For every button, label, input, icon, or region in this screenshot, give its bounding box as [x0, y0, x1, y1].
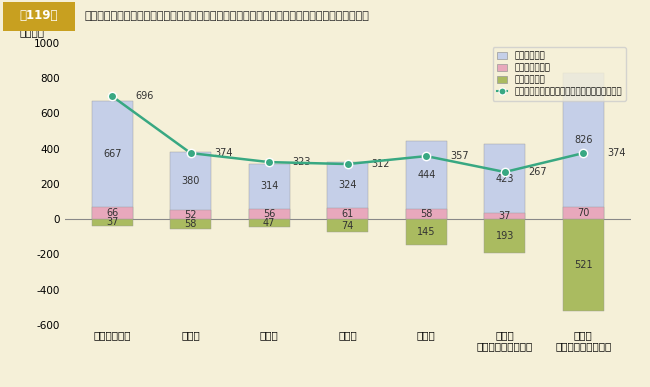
- Text: 52: 52: [185, 209, 197, 219]
- Text: 374: 374: [214, 148, 233, 158]
- Text: 696: 696: [136, 91, 154, 101]
- Text: 74: 74: [341, 221, 354, 231]
- Text: 380: 380: [181, 176, 200, 186]
- Bar: [563, 219, 604, 311]
- Text: 56: 56: [263, 209, 276, 219]
- Bar: [92, 101, 133, 219]
- Bar: [249, 209, 290, 219]
- Text: 61: 61: [342, 209, 354, 219]
- Bar: [170, 152, 211, 219]
- FancyBboxPatch shape: [3, 2, 75, 31]
- Text: 66: 66: [106, 208, 118, 218]
- Bar: [406, 209, 447, 219]
- Bar: [249, 219, 290, 228]
- Bar: [484, 219, 525, 253]
- Text: 312: 312: [371, 159, 390, 169]
- Text: 357: 357: [450, 151, 469, 161]
- Text: 70: 70: [577, 208, 590, 218]
- Text: 37: 37: [499, 211, 511, 221]
- Bar: [92, 219, 133, 226]
- Text: 423: 423: [495, 173, 514, 183]
- Text: 667: 667: [103, 149, 122, 159]
- Bar: [484, 212, 525, 219]
- Text: 団体規模別の地方債及び債務負担行為による実質的な将来の財政負担の状況（人口１人当たり）: 団体規模別の地方債及び債務負担行為による実質的な将来の財政負担の状況（人口１人当…: [84, 11, 369, 21]
- Text: 521: 521: [574, 260, 593, 270]
- Bar: [328, 162, 368, 219]
- Bar: [92, 207, 133, 219]
- Text: 47: 47: [263, 218, 276, 228]
- Text: 145: 145: [417, 227, 436, 237]
- Bar: [484, 144, 525, 219]
- Text: （千円）: （千円）: [20, 27, 45, 37]
- Text: 193: 193: [496, 231, 514, 241]
- Bar: [328, 219, 368, 232]
- Text: 826: 826: [574, 135, 593, 145]
- Bar: [563, 73, 604, 219]
- Legend: 地方債現在高, 債務負担行為額, 積立金現在高, 地方債現在高＋債務負担行為額－積立金現在高: 地方債現在高, 債務負担行為額, 積立金現在高, 地方債現在高＋債務負担行為額－…: [493, 47, 626, 101]
- Text: 324: 324: [339, 180, 357, 190]
- Text: 323: 323: [292, 157, 311, 167]
- Bar: [249, 164, 290, 219]
- Text: 267: 267: [528, 167, 547, 177]
- Text: 37: 37: [106, 217, 118, 228]
- Bar: [406, 219, 447, 245]
- Text: 58: 58: [185, 219, 197, 229]
- Bar: [170, 210, 211, 219]
- Bar: [563, 207, 604, 219]
- Text: 314: 314: [260, 182, 278, 192]
- Text: 58: 58: [420, 209, 432, 219]
- Text: 374: 374: [607, 148, 625, 158]
- Text: 第119図: 第119図: [20, 9, 58, 22]
- Bar: [406, 141, 447, 219]
- Bar: [328, 208, 368, 219]
- Bar: [170, 219, 211, 229]
- Text: 444: 444: [417, 170, 436, 180]
